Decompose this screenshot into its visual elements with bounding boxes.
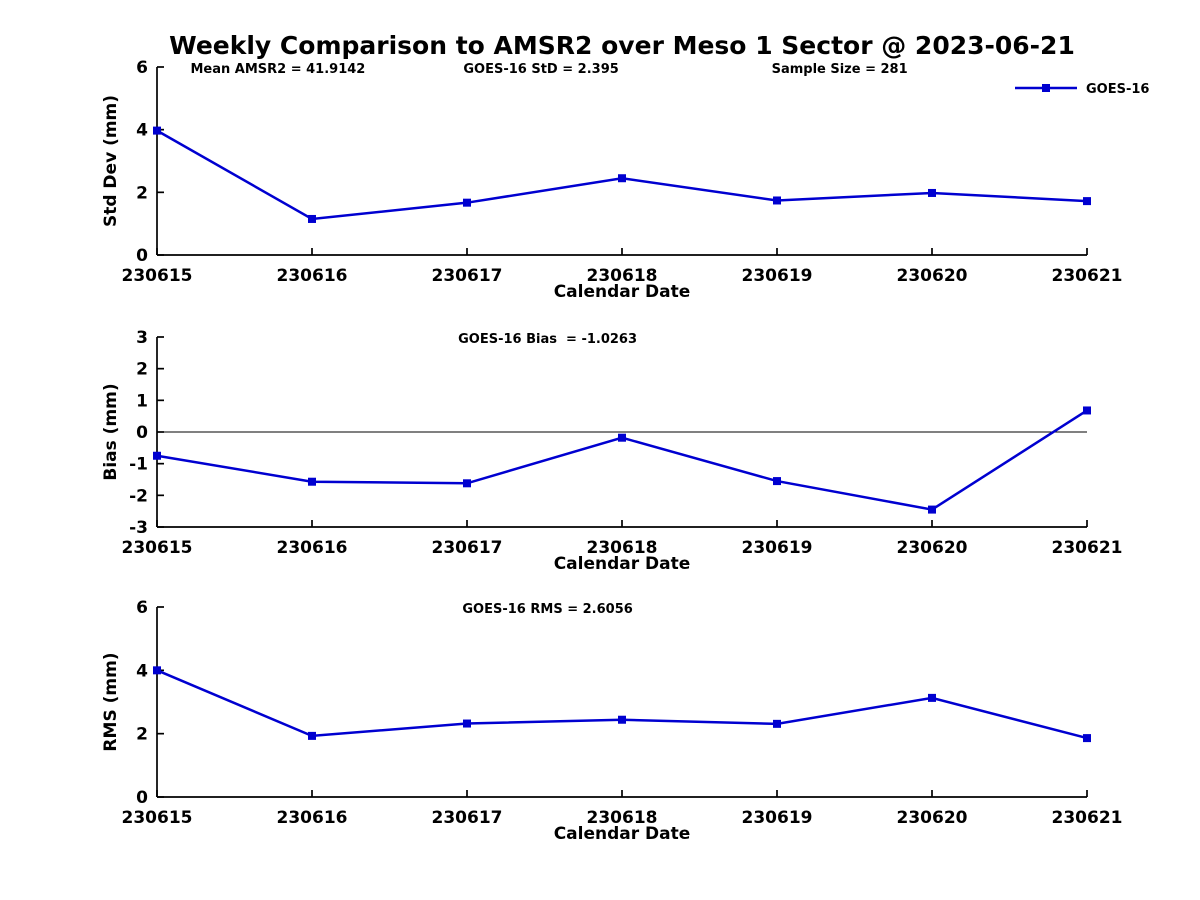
y-tick-label: -3 bbox=[129, 518, 148, 538]
y-tick-label: 2 bbox=[136, 183, 148, 203]
y-axis-title: RMS (mm) bbox=[101, 652, 121, 751]
x-tick-label: 230617 bbox=[432, 266, 503, 286]
y-tick-label: 1 bbox=[136, 391, 148, 411]
data-marker bbox=[1083, 197, 1091, 206]
data-line-rms bbox=[156, 669, 1088, 740]
y-tick-label: 4 bbox=[136, 121, 148, 141]
x-tick-label: 230618 bbox=[587, 808, 658, 828]
data-marker bbox=[1083, 406, 1091, 415]
x-axis-title: Calendar Date bbox=[554, 824, 691, 844]
x-tick-label: 230616 bbox=[277, 538, 348, 558]
data-marker bbox=[153, 451, 161, 460]
x-tick-label: 230620 bbox=[897, 538, 968, 558]
y-tick-label: 0 bbox=[136, 246, 148, 266]
x-tick-label: 230615 bbox=[122, 538, 193, 558]
data-marker bbox=[153, 126, 161, 135]
x-tick-label: 230616 bbox=[277, 266, 348, 286]
data-marker bbox=[308, 477, 316, 486]
y-tick-label: -1 bbox=[129, 455, 148, 475]
y-tick-label: 2 bbox=[136, 725, 148, 745]
annotation-bias-0: GOES-16 Bias = -1.0263 bbox=[458, 332, 637, 347]
data-marker bbox=[153, 666, 161, 675]
x-tick-label: 230618 bbox=[587, 538, 658, 558]
x-tick-label: 230617 bbox=[432, 808, 503, 828]
legend: GOES-16 bbox=[1015, 82, 1149, 97]
data-line-bias bbox=[156, 409, 1088, 511]
y-axis-title: Bias (mm) bbox=[101, 383, 121, 480]
annotation-std-dev-0: Mean AMSR2 = 41.9142 bbox=[190, 62, 365, 77]
x-tick-label: 230620 bbox=[897, 266, 968, 286]
x-tick-label: 230619 bbox=[742, 808, 813, 828]
y-tick-label: -2 bbox=[129, 486, 148, 506]
x-tick-label: 230615 bbox=[122, 266, 193, 286]
y-tick-label: 0 bbox=[136, 423, 148, 443]
y-tick-label: 3 bbox=[136, 328, 148, 348]
data-marker bbox=[773, 719, 781, 728]
data-marker bbox=[308, 214, 316, 223]
y-tick-label: 0 bbox=[136, 788, 148, 808]
figure-title: Weekly Comparison to AMSR2 over Meso 1 S… bbox=[169, 31, 1075, 60]
subplot-bias: GOES-16 Bias = -1.0263 -3 -2 -1 0 1 2 3 230615 23… bbox=[101, 328, 1122, 574]
x-tick-label: 230620 bbox=[897, 808, 968, 828]
data-marker bbox=[928, 505, 936, 514]
data-marker bbox=[463, 479, 471, 488]
data-marker bbox=[618, 433, 626, 442]
y-tick-label: 2 bbox=[136, 360, 148, 380]
x-axis-title: Calendar Date bbox=[554, 554, 691, 574]
x-tick-label: 230618 bbox=[587, 266, 658, 286]
y-tick-label: 4 bbox=[136, 661, 148, 681]
x-tick-label: 230621 bbox=[1052, 266, 1123, 286]
data-marker bbox=[463, 719, 471, 728]
x-tick-label: 230619 bbox=[742, 266, 813, 286]
legend-label: GOES-16 bbox=[1086, 82, 1149, 97]
data-marker bbox=[773, 477, 781, 486]
annotation-rms-0: GOES-16 RMS = 2.6056 bbox=[462, 602, 632, 617]
y-tick-label: 6 bbox=[136, 598, 148, 618]
y-axis-title: Std Dev (mm) bbox=[101, 95, 121, 227]
x-tick-label: 230615 bbox=[122, 808, 193, 828]
legend-marker bbox=[1042, 84, 1050, 92]
subplot-rms: GOES-16 RMS = 2.6056 0 2 4 6 230615 230616 2306… bbox=[101, 598, 1122, 844]
x-tick-label: 230619 bbox=[742, 538, 813, 558]
data-marker bbox=[1083, 734, 1091, 743]
subplot-std-dev: Mean AMSR2 = 41.9142 GOES-16 StD = 2.395 S… bbox=[101, 58, 1149, 302]
annotation-std-dev-1: GOES-16 StD = 2.395 bbox=[463, 62, 618, 77]
x-tick-label: 230621 bbox=[1052, 538, 1123, 558]
x-axis-title: Calendar Date bbox=[554, 282, 691, 302]
data-marker bbox=[928, 188, 936, 197]
annotation-std-dev-2: Sample Size = 281 bbox=[772, 62, 908, 77]
x-tick-label: 230616 bbox=[277, 808, 348, 828]
data-marker bbox=[463, 198, 471, 207]
data-marker bbox=[618, 174, 626, 183]
x-tick-label: 230621 bbox=[1052, 808, 1123, 828]
data-marker bbox=[928, 693, 936, 702]
y-tick-label: 6 bbox=[136, 58, 148, 78]
data-marker bbox=[618, 715, 626, 724]
x-tick-label: 230617 bbox=[432, 538, 503, 558]
data-marker bbox=[308, 731, 316, 740]
data-marker bbox=[773, 196, 781, 205]
